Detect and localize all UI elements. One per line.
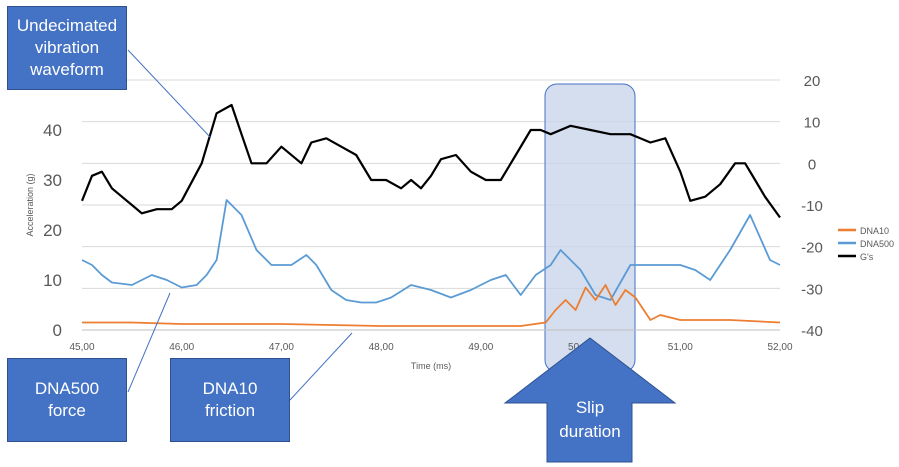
legend-label: DNA10 xyxy=(860,226,889,236)
leader-dna500 xyxy=(127,292,171,393)
callout-text: DNA10 friction xyxy=(203,378,258,422)
x-tick-label: 51,00 xyxy=(668,342,693,353)
callout-text-line: friction xyxy=(204,401,256,420)
grid-lines xyxy=(82,79,780,331)
x-tick-label: 49,00 xyxy=(468,342,493,353)
slip-arrow: Slip duration xyxy=(503,337,677,463)
y-left-tick-label: 20 xyxy=(43,221,62,240)
y-left-tick-label: 40 xyxy=(43,121,62,140)
callout-text-line: DNA10 xyxy=(202,379,258,398)
y-right-tick-label: -20 xyxy=(801,240,823,257)
axes-layer: 0 10 20 30 40 20 10 0 -10 -20 -30 -40 45,00 46,00 47,0… xyxy=(25,73,823,371)
slip-duration-label-line1: Slip xyxy=(576,398,604,417)
y-right-tick-label: -10 xyxy=(801,198,823,215)
series-line-dna10 xyxy=(82,284,781,327)
x-tick-label: 48,00 xyxy=(369,342,394,353)
callout-text-line: Undecimated xyxy=(16,16,118,35)
callout-dna500-force: DNA500 force xyxy=(7,358,127,442)
callout-text-line: force xyxy=(48,401,86,420)
legend-label: DNA500 xyxy=(860,239,894,249)
slip-duration-arrow xyxy=(503,337,677,463)
legend: DNA10 DNA500 G's xyxy=(838,226,894,262)
x-tick-label: 52,00 xyxy=(767,342,792,353)
callout-text-line: vibration xyxy=(34,38,100,57)
callout-text-line: waveform xyxy=(30,60,104,79)
x-axis-title: Time (ms) xyxy=(411,361,451,371)
x-tick-label: 45,00 xyxy=(69,342,94,353)
y-left-tick-label: 0 xyxy=(53,321,62,340)
slip-duration-label-line2: duration xyxy=(559,422,620,441)
y-right-tick-label: -40 xyxy=(801,323,823,340)
series-layer xyxy=(80,103,781,327)
series-line-gs xyxy=(80,103,781,219)
x-tick-label: 46,00 xyxy=(169,342,194,353)
y-right-tick-label: 20 xyxy=(804,73,821,90)
y-right-tick-label: -30 xyxy=(801,281,823,298)
x-tick-label: 47,00 xyxy=(269,342,294,353)
callout-text: Undecimated vibration waveform xyxy=(17,15,117,81)
callout-leader-lines xyxy=(127,49,353,401)
y-right-tick-label: 0 xyxy=(808,156,816,173)
callout-undecimated-waveform: Undecimated vibration waveform xyxy=(7,6,127,90)
callout-text: DNA500 force xyxy=(35,378,99,422)
y-right-tick-label: 10 xyxy=(804,115,821,132)
y-left-tick-label: 10 xyxy=(43,271,62,290)
series-line-dna500 xyxy=(81,199,781,304)
leader-waveform xyxy=(127,49,211,138)
callout-text-line: DNA500 xyxy=(34,379,100,398)
y-axis-title: Acceleration (g) xyxy=(25,173,35,236)
legend-label: G's xyxy=(860,252,874,262)
slip-duration-region xyxy=(544,83,636,373)
callout-dna10-friction: DNA10 friction xyxy=(170,358,290,442)
slip-region-layer xyxy=(544,83,636,373)
y-left-tick-label: 30 xyxy=(43,171,62,190)
leader-dna10 xyxy=(289,332,353,401)
